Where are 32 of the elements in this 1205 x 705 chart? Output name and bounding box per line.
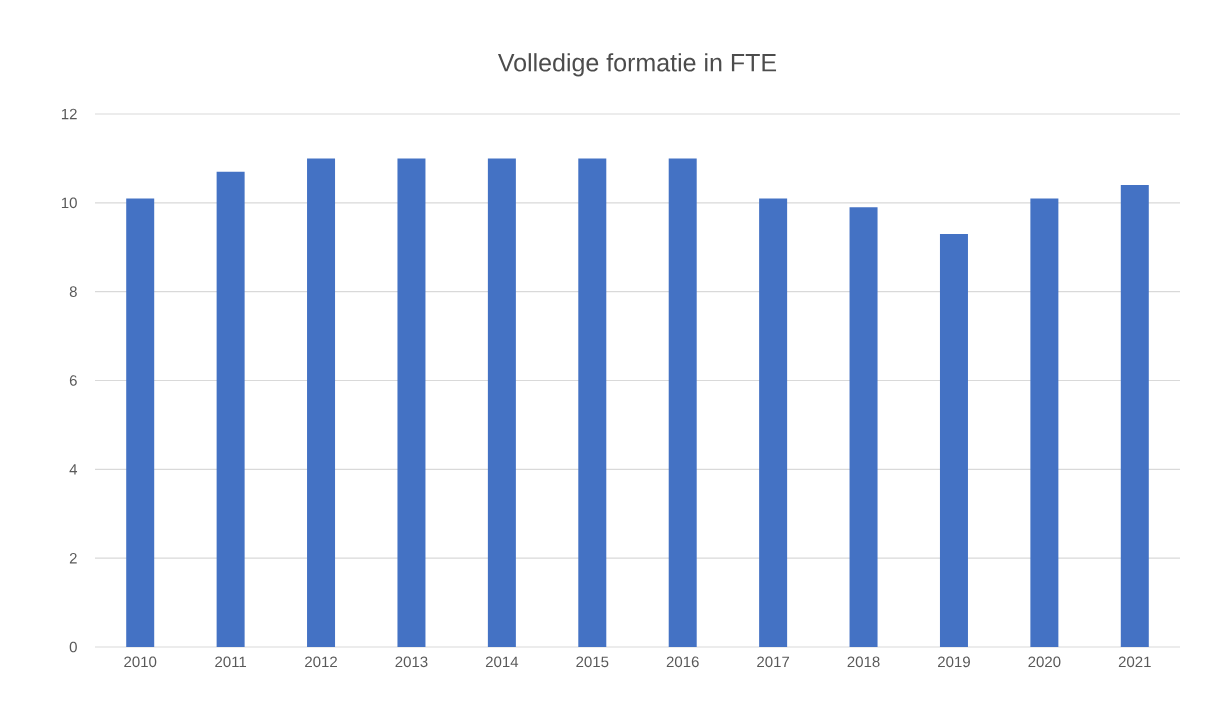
x-tick-label: 2014 <box>485 656 519 668</box>
x-tick-label: 2015 <box>576 656 609 668</box>
y-tick-label: 4 <box>69 464 78 475</box>
bar <box>849 207 878 647</box>
x-tick-label: 2011 <box>215 656 247 668</box>
bar <box>939 233 968 647</box>
bar <box>126 198 155 647</box>
y-tick-label: 12 <box>61 108 77 120</box>
bar <box>216 171 245 647</box>
x-tick-label: 2020 <box>1028 656 1061 668</box>
y-tick-label: 2 <box>69 552 77 564</box>
bar <box>668 158 697 647</box>
x-tick-label: 2021 <box>1118 656 1151 668</box>
y-tick-label: 8 <box>69 286 77 297</box>
bar <box>578 158 607 647</box>
x-tick-label: 2012 <box>305 656 337 668</box>
y-tick-label: 6 <box>69 375 77 386</box>
y-tick-label: 0 <box>69 641 77 653</box>
bar <box>487 158 516 647</box>
x-tick-label: 2017 <box>757 656 790 668</box>
x-tick-label: 2018 <box>847 656 880 668</box>
bar <box>1120 185 1149 647</box>
chart-title: Volledige formatie in FTE <box>497 53 777 77</box>
x-tick-label: 2013 <box>395 656 428 668</box>
bar <box>759 198 788 647</box>
bar <box>397 158 426 647</box>
bar <box>307 158 336 647</box>
x-tick-label: 2019 <box>938 656 970 668</box>
x-tick-label: 2010 <box>124 656 157 668</box>
y-tick-label: 10 <box>61 197 77 209</box>
bar <box>1030 198 1059 647</box>
x-tick-label: 2016 <box>666 656 699 668</box>
